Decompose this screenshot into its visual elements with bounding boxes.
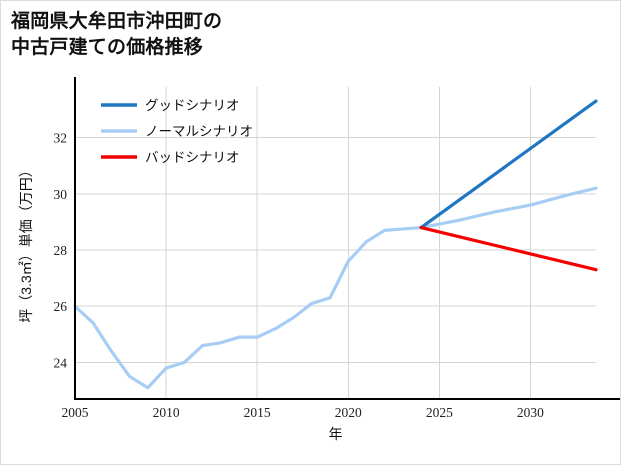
y-axis-title: 坪（3.3㎡）単価（万円） — [18, 163, 34, 322]
legend-label-good: グッドシナリオ — [145, 98, 240, 113]
y-tick-label-26: 26 — [54, 299, 68, 314]
x-tick-label-2030: 2030 — [517, 405, 544, 420]
x-tick-label-2020: 2020 — [335, 405, 362, 420]
series-line-ノーマルシナリオ — [73, 186, 598, 390]
y-tick-label-30: 30 — [54, 187, 68, 202]
x-tick-label-2025: 2025 — [426, 405, 453, 420]
series-line-グッドシナリオ — [419, 99, 598, 230]
legend-label-bad: バッドシナリオ — [145, 150, 240, 165]
y-tick-label-32: 32 — [54, 131, 68, 146]
legend-label-normal: ノーマルシナリオ — [145, 124, 253, 139]
tick-labels-group: 24 26 28 30 32 2005 2010 2015 2020 2025 2030 — [54, 131, 545, 420]
y-tick-label-24: 24 — [54, 355, 68, 370]
page-title: 福岡県大牟田市沖田町の 中古戸建ての価格推移 — [11, 11, 223, 58]
x-tick-label-2005: 2005 — [62, 405, 89, 420]
series-line-バッドシナリオ — [419, 225, 598, 272]
x-axis-title: 年 — [329, 426, 343, 442]
series-group — [73, 99, 598, 390]
axes-group — [74, 77, 620, 400]
x-tick-label-2010: 2010 — [153, 405, 180, 420]
y-tick-label-28: 28 — [54, 243, 68, 258]
x-tick-label-2015: 2015 — [244, 405, 271, 420]
